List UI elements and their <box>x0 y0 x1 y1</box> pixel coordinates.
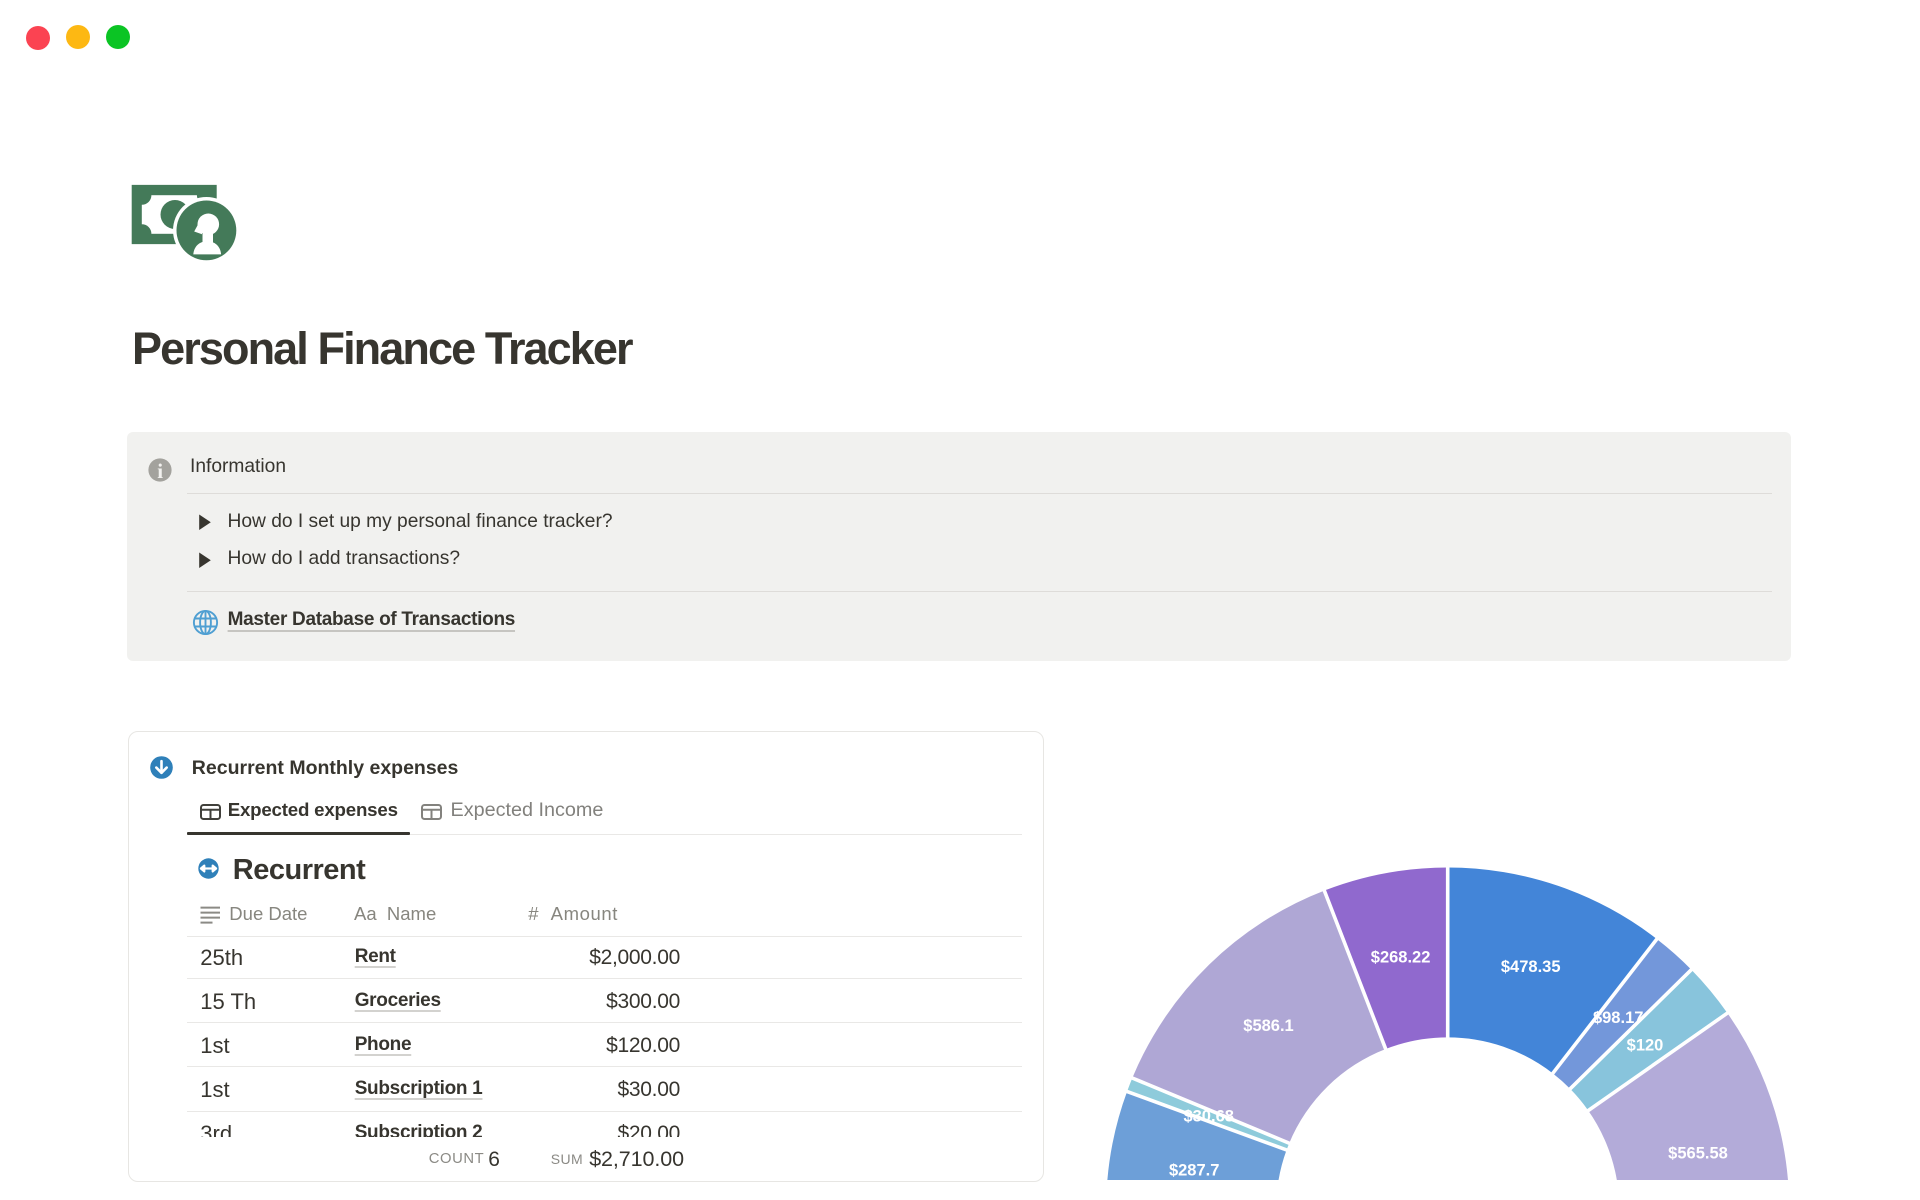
svg-text:$268.22: $268.22 <box>1371 949 1431 967</box>
svg-text:i: i <box>157 459 163 482</box>
svg-text:$287.7: $287.7 <box>1169 1162 1219 1180</box>
svg-text:$565.58: $565.58 <box>1668 1144 1728 1162</box>
svg-text:$30.68: $30.68 <box>1183 1107 1233 1125</box>
svg-text:$98.17: $98.17 <box>1593 1009 1643 1027</box>
svg-text:$478.35: $478.35 <box>1501 958 1561 976</box>
svg-text:$586.1: $586.1 <box>1243 1017 1293 1035</box>
svg-text:$120: $120 <box>1627 1037 1664 1055</box>
